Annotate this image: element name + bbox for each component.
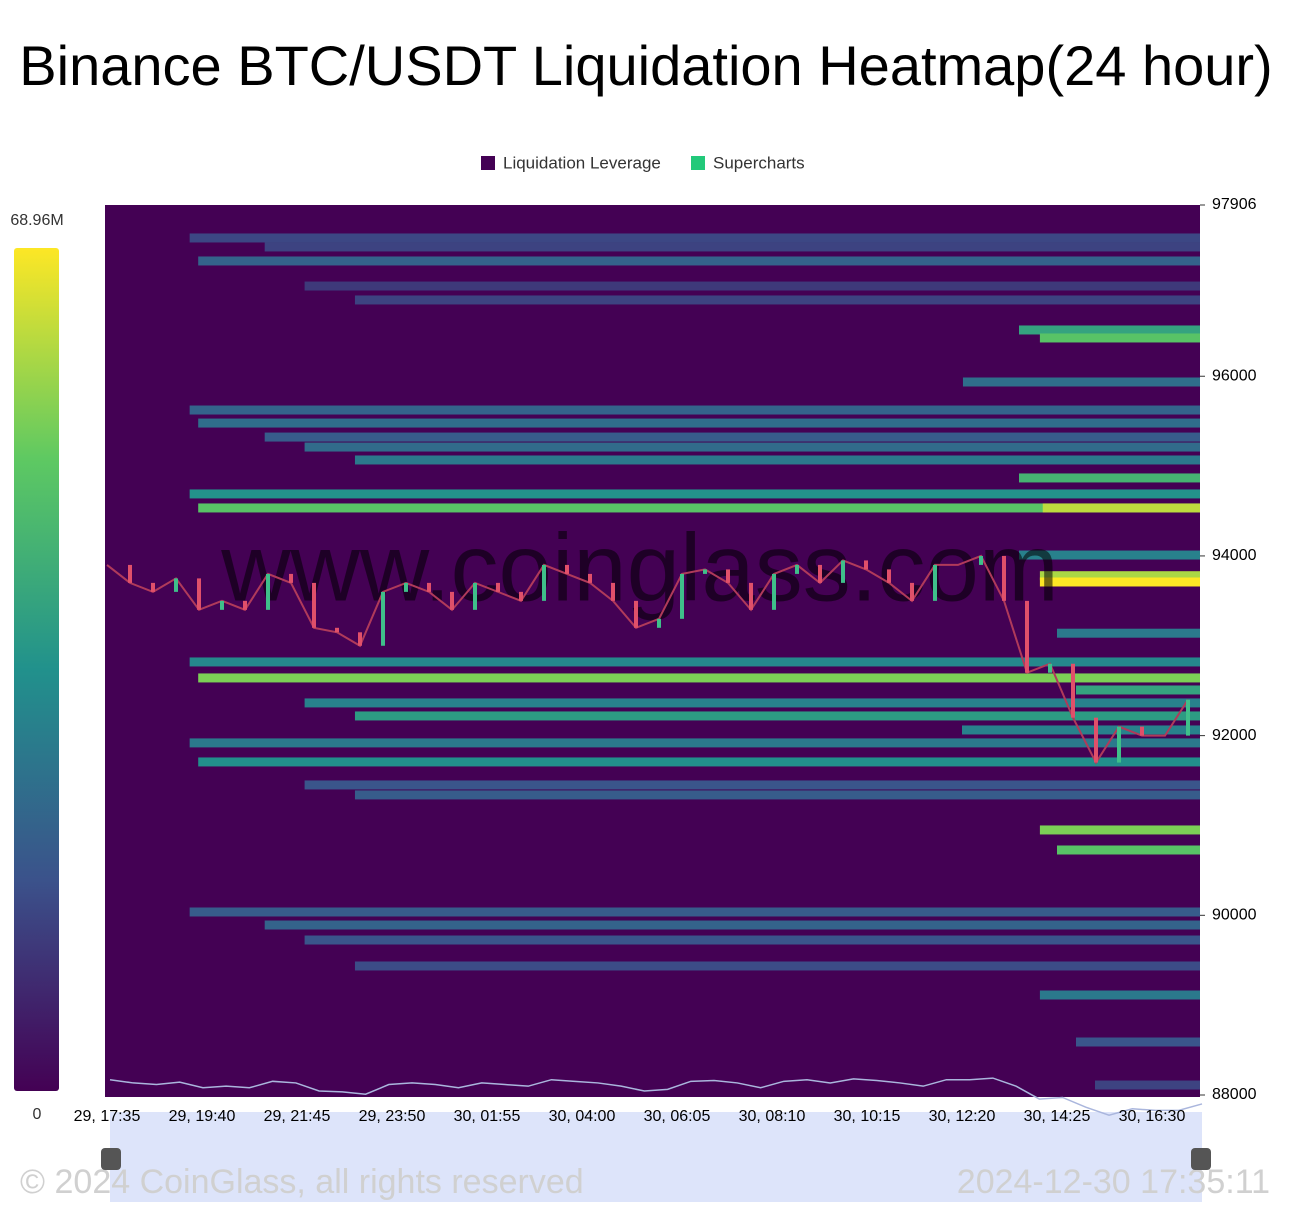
legend-swatch[interactable] — [691, 156, 705, 170]
heat-band — [1076, 1037, 1200, 1047]
plot-background — [105, 205, 1200, 1097]
x-tick-label: 29, 23:50 — [359, 1108, 426, 1125]
heat-band — [1019, 550, 1200, 560]
x-tick-label: 29, 17:35 — [74, 1108, 141, 1125]
heat-band — [1095, 1080, 1200, 1090]
heat-band — [1039, 990, 1200, 1000]
x-tick-label: 30, 01:55 — [454, 1108, 521, 1125]
x-tick-label: 30, 14:25 — [1024, 1108, 1091, 1125]
heat-band — [304, 281, 1201, 291]
x-tick-label: 29, 21:45 — [264, 1108, 331, 1125]
navigator[interactable] — [110, 1112, 1202, 1202]
heat-band — [189, 489, 1200, 499]
timestamp: 2024-12-30 17:35:11 — [957, 1163, 1270, 1201]
y-tick-label: 97906 — [1212, 196, 1257, 213]
heat-band — [354, 790, 1200, 800]
heat-band — [1039, 333, 1200, 343]
x-tick-label: 30, 12:20 — [929, 1108, 996, 1125]
y-tick-label: 92000 — [1212, 727, 1257, 744]
heat-band — [1039, 577, 1200, 587]
heat-band — [264, 920, 1200, 930]
heat-band — [304, 935, 1201, 945]
heat-band — [1019, 473, 1200, 483]
heat-band — [1076, 685, 1200, 695]
y-tick-label: 94000 — [1212, 547, 1257, 564]
heat-band — [198, 757, 1200, 767]
heat-band — [1039, 825, 1200, 835]
heat-band — [189, 738, 1200, 748]
heat-band — [962, 377, 1200, 387]
x-tick-label: 30, 10:15 — [834, 1108, 901, 1125]
heat-band — [198, 418, 1200, 428]
y-tick-label: 88000 — [1212, 1086, 1257, 1103]
heat-band — [189, 907, 1200, 917]
heat-band — [264, 242, 1200, 252]
heat-band — [1019, 325, 1200, 335]
y-tick-label: 90000 — [1212, 907, 1257, 924]
heat-band — [1057, 628, 1200, 638]
heat-band — [1057, 845, 1200, 855]
heat-band — [1039, 571, 1200, 581]
x-tick-label: 30, 04:00 — [549, 1108, 616, 1125]
navigator-line — [109, 1077, 1203, 1117]
x-tick-label: 30, 16:30 — [1119, 1108, 1186, 1125]
watermark: www.coinglass.com — [220, 514, 1059, 621]
heat-band — [1042, 503, 1200, 513]
navigator-handle[interactable] — [101, 1148, 121, 1170]
heat-band — [198, 256, 1200, 266]
price-line — [106, 554, 1189, 765]
heat-band — [354, 711, 1200, 721]
heat-band — [189, 405, 1200, 415]
heat-band — [189, 233, 1200, 243]
colorbar-label: 0 — [33, 1106, 42, 1123]
heat-band — [304, 780, 1201, 790]
legend-swatch[interactable] — [481, 156, 495, 170]
heat-band — [962, 725, 1200, 735]
heat-band — [354, 961, 1200, 971]
heat-band — [264, 432, 1200, 442]
heat-band — [304, 442, 1201, 452]
heat-band — [354, 455, 1200, 465]
x-tick-label: 30, 06:05 — [644, 1108, 711, 1125]
heat-band — [198, 503, 1200, 513]
x-tick-label: 29, 19:40 — [169, 1108, 236, 1125]
x-tick-label: 30, 08:10 — [739, 1108, 806, 1125]
heat-band — [304, 698, 1201, 708]
heat-band — [198, 673, 1200, 683]
y-tick-label: 96000 — [1212, 367, 1257, 384]
navigator-handle[interactable] — [1191, 1148, 1211, 1170]
legend-label[interactable]: Supercharts — [713, 153, 805, 172]
colorbar — [14, 248, 59, 1091]
chart-title: Binance BTC/USDT Liquidation Heatmap(24 … — [19, 34, 1272, 97]
heat-band — [354, 295, 1200, 305]
legend-label[interactable]: Liquidation Leverage — [503, 153, 661, 172]
colorbar-label: 68.96M — [10, 212, 63, 229]
heat-band — [189, 657, 1200, 667]
